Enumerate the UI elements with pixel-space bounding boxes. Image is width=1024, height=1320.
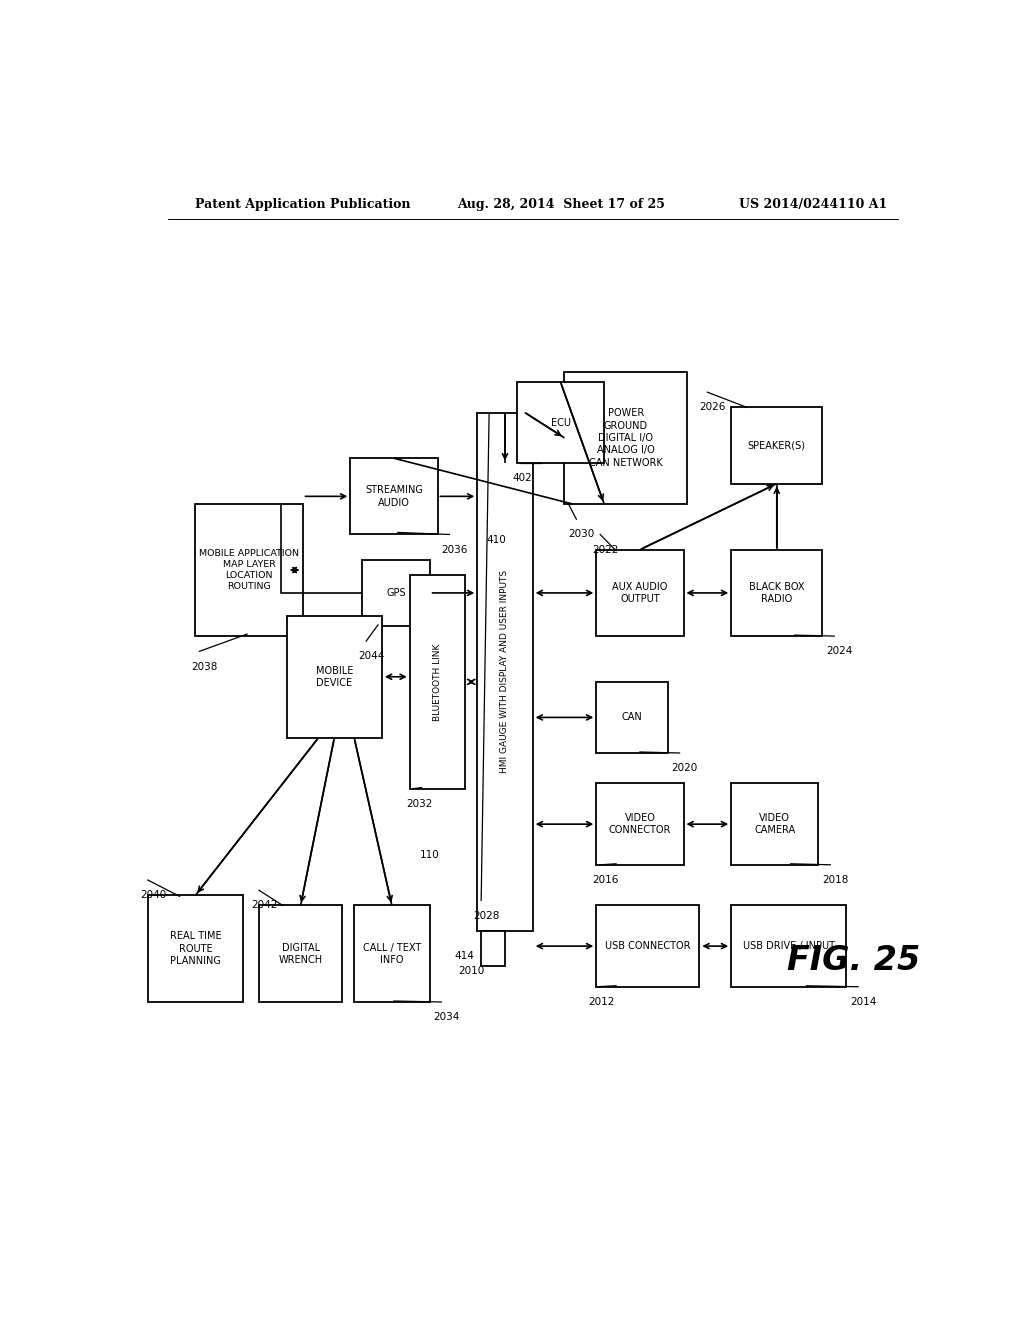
Text: CALL / TEXT
INFO: CALL / TEXT INFO [362, 942, 421, 965]
Text: CAN: CAN [622, 713, 642, 722]
FancyBboxPatch shape [354, 906, 430, 1002]
FancyBboxPatch shape [731, 784, 818, 865]
FancyBboxPatch shape [259, 906, 342, 1002]
FancyBboxPatch shape [731, 408, 822, 483]
FancyBboxPatch shape [477, 412, 532, 931]
Text: FIG. 25: FIG. 25 [786, 944, 920, 977]
Text: 2044: 2044 [358, 651, 385, 661]
Text: 414: 414 [455, 952, 475, 961]
Text: 2024: 2024 [826, 647, 853, 656]
Text: POWER
GROUND
DIGITAL I/O
ANALOG I/O
CAN NETWORK: POWER GROUND DIGITAL I/O ANALOG I/O CAN … [589, 408, 663, 467]
Text: REAL TIME
ROUTE
PLANNING: REAL TIME ROUTE PLANNING [170, 931, 221, 966]
FancyBboxPatch shape [147, 895, 243, 1002]
FancyBboxPatch shape [196, 504, 303, 636]
FancyBboxPatch shape [517, 381, 604, 463]
FancyBboxPatch shape [350, 458, 437, 535]
Text: AUX AUDIO
OUTPUT: AUX AUDIO OUTPUT [612, 582, 668, 605]
Text: 2026: 2026 [699, 403, 726, 412]
Text: 2042: 2042 [251, 900, 278, 911]
Text: VIDEO
CONNECTOR: VIDEO CONNECTOR [608, 813, 671, 836]
FancyBboxPatch shape [481, 931, 505, 966]
Text: 2038: 2038 [191, 661, 218, 672]
Text: STREAMING
AUDIO: STREAMING AUDIO [365, 486, 423, 508]
FancyBboxPatch shape [287, 615, 382, 738]
Text: HMI GAUGE WITH DISPLAY AND USER INPUTS: HMI GAUGE WITH DISPLAY AND USER INPUTS [501, 570, 510, 774]
Text: 2018: 2018 [822, 875, 849, 884]
FancyBboxPatch shape [596, 906, 699, 987]
Text: MOBILE APPLICATION
MAP LAYER
LOCATION
ROUTING: MOBILE APPLICATION MAP LAYER LOCATION RO… [199, 549, 299, 591]
Text: 2010: 2010 [458, 966, 484, 975]
FancyBboxPatch shape [731, 549, 822, 636]
Text: 2020: 2020 [672, 763, 698, 774]
Text: 2028: 2028 [473, 911, 500, 920]
FancyBboxPatch shape [596, 549, 684, 636]
FancyBboxPatch shape [410, 576, 465, 788]
Text: DIGITAL
WRENCH: DIGITAL WRENCH [279, 942, 323, 965]
FancyBboxPatch shape [731, 906, 846, 987]
FancyBboxPatch shape [564, 372, 687, 504]
Text: 402: 402 [513, 474, 532, 483]
Text: 2040: 2040 [140, 890, 166, 900]
Text: Aug. 28, 2014  Sheet 17 of 25: Aug. 28, 2014 Sheet 17 of 25 [458, 198, 666, 211]
Text: 2032: 2032 [406, 799, 432, 809]
Text: 2012: 2012 [588, 997, 614, 1007]
Text: Patent Application Publication: Patent Application Publication [196, 198, 411, 211]
Text: BLUETOOTH LINK: BLUETOOTH LINK [433, 643, 442, 721]
Text: 2016: 2016 [592, 875, 618, 884]
Text: US 2014/0244110 A1: US 2014/0244110 A1 [739, 198, 888, 211]
Text: 2022: 2022 [592, 545, 618, 554]
Text: 2036: 2036 [441, 545, 468, 554]
Text: VIDEO
CAMERA: VIDEO CAMERA [755, 813, 796, 836]
Text: BLACK BOX
RADIO: BLACK BOX RADIO [749, 582, 805, 605]
Text: 2034: 2034 [433, 1012, 460, 1022]
Text: GPS: GPS [386, 587, 406, 598]
Text: MOBILE
DEVICE: MOBILE DEVICE [315, 665, 353, 688]
Text: 2014: 2014 [850, 997, 877, 1007]
Text: 410: 410 [486, 535, 506, 545]
Text: USB CONNECTOR: USB CONNECTOR [605, 941, 690, 952]
Text: ECU: ECU [551, 417, 570, 428]
FancyBboxPatch shape [596, 682, 668, 752]
Text: SPEAKER(S): SPEAKER(S) [748, 441, 806, 450]
Text: 110: 110 [420, 850, 439, 859]
FancyBboxPatch shape [362, 560, 430, 626]
FancyBboxPatch shape [596, 784, 684, 865]
Text: USB DRIVE / INPUT: USB DRIVE / INPUT [742, 941, 835, 952]
Text: 2030: 2030 [568, 529, 595, 540]
